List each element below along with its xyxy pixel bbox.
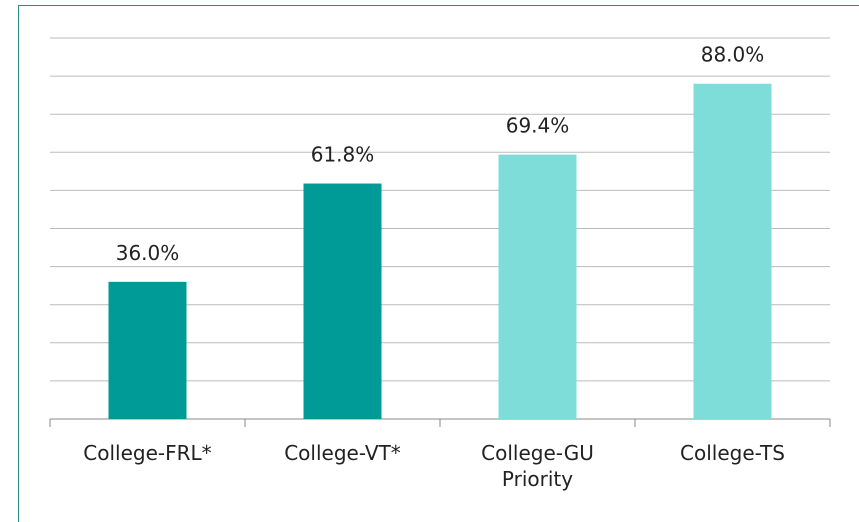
chart-frame — [18, 5, 859, 522]
bar — [108, 281, 187, 419]
x-tick-label: College-VT* — [284, 441, 401, 465]
data-label: 61.8% — [311, 143, 375, 167]
x-tick-label: College-TS — [680, 441, 785, 465]
data-label: 88.0% — [701, 43, 765, 67]
x-tick-label: College-GU Priority — [481, 441, 594, 491]
data-label: 69.4% — [506, 114, 570, 138]
bar — [303, 183, 382, 419]
bar — [498, 154, 577, 419]
x-tick-label: College-FRL* — [83, 441, 212, 465]
bar — [693, 83, 772, 419]
data-label: 36.0% — [116, 241, 180, 265]
